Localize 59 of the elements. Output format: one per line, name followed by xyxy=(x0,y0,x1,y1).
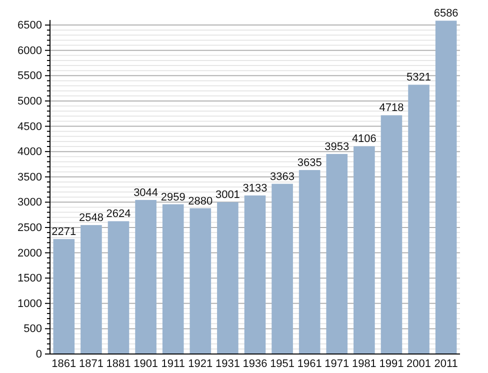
data-label: 2548 xyxy=(78,212,104,224)
data-label: 3363 xyxy=(270,170,295,183)
bar xyxy=(190,208,212,354)
bar xyxy=(217,202,238,354)
bar xyxy=(135,200,156,354)
bar xyxy=(354,146,375,354)
x-tick-label: 1961 xyxy=(297,358,322,370)
data-label: 4718 xyxy=(379,102,404,114)
y-tick-label: 2000 xyxy=(18,247,42,260)
y-tick-label: 2500 xyxy=(18,222,42,234)
y-tick-label: 1000 xyxy=(18,298,42,310)
data-label: 3001 xyxy=(215,189,240,202)
x-tick-label: 1971 xyxy=(324,358,350,370)
data-label: 6586 xyxy=(434,8,458,20)
data-label: 4106 xyxy=(352,133,376,146)
data-label: 3133 xyxy=(242,182,268,194)
y-tick-label: 4500 xyxy=(18,120,42,133)
x-tick-label: 1991 xyxy=(379,358,404,370)
x-tick-label: 1901 xyxy=(134,358,158,370)
x-tick-label: 1881 xyxy=(106,358,131,370)
bar xyxy=(435,20,457,354)
bar xyxy=(162,204,184,354)
x-tick-label: 1936 xyxy=(242,358,268,370)
y-tick-label: 500 xyxy=(24,323,42,336)
bar xyxy=(380,115,402,354)
y-tick-label: 6500 xyxy=(18,20,42,32)
x-tick-label: 1861 xyxy=(52,358,76,370)
bar xyxy=(326,154,348,354)
y-tick-label: 5500 xyxy=(18,70,42,82)
data-label: 2271 xyxy=(52,226,76,238)
data-label: 3044 xyxy=(134,186,158,199)
bar xyxy=(298,170,320,354)
data-label: 2624 xyxy=(106,208,131,220)
y-tick-label: 5000 xyxy=(18,95,42,108)
x-tick-label: 1921 xyxy=(188,358,213,370)
y-tick-label: 6000 xyxy=(18,44,42,57)
bar xyxy=(80,225,102,354)
y-tick-label: 3000 xyxy=(18,196,42,209)
bar xyxy=(244,195,266,354)
y-tick-label: 0 xyxy=(36,348,42,361)
bar xyxy=(408,84,430,354)
x-tick-label: 1871 xyxy=(78,358,104,370)
x-tick-label: 1911 xyxy=(161,358,185,370)
x-tick-label: 1951 xyxy=(270,358,295,370)
data-label: 5321 xyxy=(406,72,432,84)
data-label: 3635 xyxy=(297,157,322,170)
x-tick-label: 2001 xyxy=(406,358,432,370)
y-tick-label: 3500 xyxy=(18,171,42,184)
x-tick-label: 2011 xyxy=(434,358,458,370)
bar xyxy=(272,184,293,354)
bar xyxy=(53,239,75,354)
x-tick-label: 1931 xyxy=(215,358,240,370)
data-label: 2880 xyxy=(188,195,213,208)
bar xyxy=(108,221,130,354)
data-label: 2959 xyxy=(160,191,186,204)
y-tick-label: 1500 xyxy=(18,272,42,285)
y-tick-label: 4000 xyxy=(18,146,42,158)
data-label: 3953 xyxy=(324,140,350,153)
x-tick-label: 1981 xyxy=(352,358,376,370)
